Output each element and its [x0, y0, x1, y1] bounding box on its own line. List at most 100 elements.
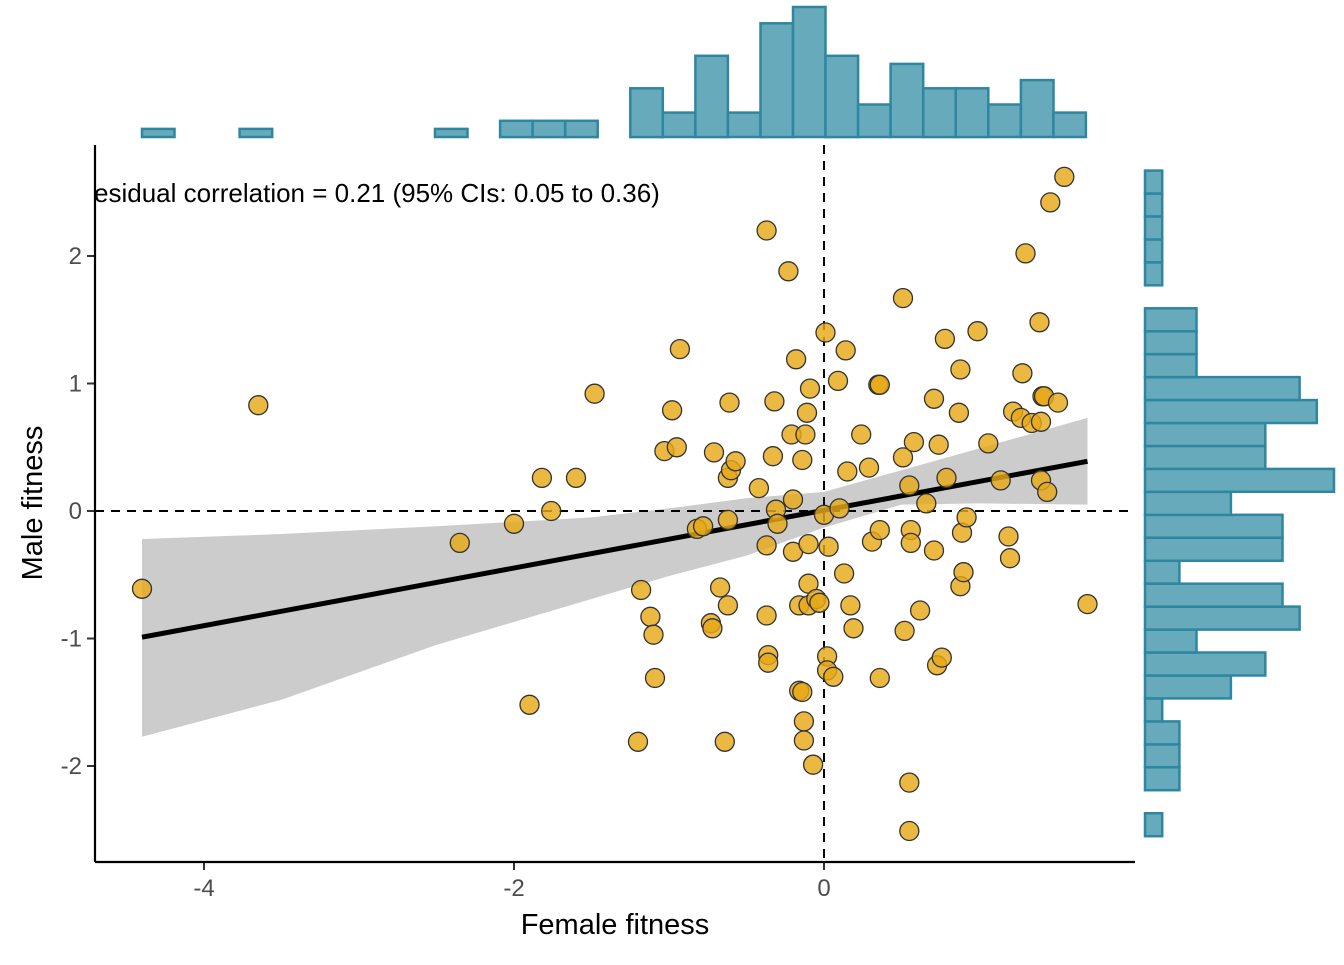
x-tick-label: 0 — [817, 875, 830, 902]
data-point — [1077, 593, 1098, 615]
y-histogram-bar — [1143, 329, 1198, 356]
data-point — [892, 287, 914, 309]
y-histogram-bar — [1143, 215, 1164, 241]
data-point — [869, 667, 890, 689]
x-histogram-bar — [987, 103, 1023, 139]
y-histogram-bar — [1143, 628, 1198, 654]
regression-line — [141, 458, 1088, 640]
y-tick-label: 2 — [69, 243, 82, 270]
x-histogram-bar — [629, 87, 665, 139]
data-point — [785, 349, 807, 370]
y-marginal-histogram — [1143, 169, 1336, 838]
data-point — [840, 595, 861, 616]
y-histogram-bar — [1143, 261, 1164, 287]
data-point — [934, 328, 956, 350]
y-histogram-bar — [1143, 811, 1164, 838]
data-point — [796, 402, 818, 423]
y-histogram-bar — [1143, 490, 1233, 517]
data-point — [661, 400, 683, 421]
data-point — [956, 507, 977, 528]
data-point — [936, 467, 957, 489]
y-histogram-bar — [1143, 766, 1181, 792]
y-axis-ticks: -2 -1 0 1 2 — [61, 243, 95, 780]
data-point — [795, 424, 816, 445]
y-histogram-bar — [1143, 697, 1164, 723]
data-point — [869, 519, 890, 541]
y-histogram-bar — [1143, 169, 1164, 195]
x-axis-ticks: -4 -2 0 — [193, 862, 831, 902]
data-point — [692, 516, 714, 537]
data-point — [990, 470, 1011, 491]
data-point — [762, 446, 784, 467]
data-point — [767, 513, 788, 534]
y-histogram-bar — [1143, 513, 1284, 539]
data-point — [669, 338, 691, 360]
data-point — [627, 731, 649, 752]
y-tick-label: 0 — [69, 498, 82, 525]
y-axis-title: Male fitness — [17, 426, 49, 581]
data-point — [640, 606, 661, 627]
data-point — [798, 533, 819, 555]
data-point — [756, 605, 777, 626]
data-point — [1040, 192, 1061, 213]
points-layer — [131, 166, 1098, 842]
data-point — [717, 595, 739, 616]
y-histogram-bar — [1143, 674, 1233, 700]
data-point — [837, 461, 858, 482]
y-tick-label: 1 — [69, 371, 82, 398]
data-point — [666, 437, 687, 458]
data-point — [950, 359, 971, 380]
data-point — [894, 620, 915, 642]
x-histogram-bar — [694, 54, 730, 139]
y-histogram-bar — [1143, 421, 1267, 448]
data-point — [999, 548, 1021, 569]
x-histogram-bar — [661, 111, 697, 139]
data-point — [923, 540, 945, 561]
data-point — [1029, 312, 1050, 333]
data-point — [725, 451, 746, 472]
x-histogram-bar — [1052, 111, 1088, 139]
data-point — [835, 340, 856, 361]
data-point — [531, 467, 553, 489]
data-point — [928, 434, 949, 455]
data-point — [843, 618, 864, 639]
y-histogram-bar — [1143, 651, 1267, 677]
x-histogram-bar — [921, 87, 957, 139]
data-point — [953, 562, 974, 583]
x-histogram-bar — [791, 5, 827, 139]
y-histogram-bar — [1143, 536, 1284, 563]
data-point — [978, 433, 999, 454]
data-point — [869, 374, 890, 395]
data-point — [756, 220, 777, 241]
x-histogram-bar — [238, 127, 274, 139]
data-point — [248, 395, 269, 416]
data-point — [1047, 392, 1069, 413]
y-histogram-bar — [1143, 467, 1336, 494]
x-histogram-bar — [824, 54, 860, 139]
x-histogram-bar — [140, 127, 176, 139]
data-point — [541, 500, 562, 522]
data-point — [799, 378, 821, 399]
y-tick-label: -2 — [61, 753, 82, 780]
data-point — [809, 592, 830, 613]
axes: -4 -2 0 -2 -1 0 1 2 — [61, 145, 1135, 902]
data-point — [909, 600, 931, 621]
data-point — [827, 370, 849, 392]
x-tick-label: -2 — [503, 875, 524, 902]
data-point — [449, 532, 470, 554]
data-point — [916, 493, 937, 514]
reference-lines — [95, 145, 1135, 862]
correlation-annotation: esidual correlation = 0.21 (95% CIs: 0.0… — [94, 178, 660, 208]
data-point — [703, 442, 725, 463]
data-point — [584, 383, 605, 404]
data-point — [899, 772, 920, 793]
data-point — [714, 731, 735, 752]
y-histogram-bar — [1143, 307, 1198, 333]
data-point — [899, 820, 920, 842]
y-histogram-bar — [1143, 375, 1301, 402]
data-point — [643, 624, 664, 645]
x-histogram-bar — [531, 119, 567, 139]
data-point — [764, 391, 785, 412]
data-point — [851, 424, 872, 445]
